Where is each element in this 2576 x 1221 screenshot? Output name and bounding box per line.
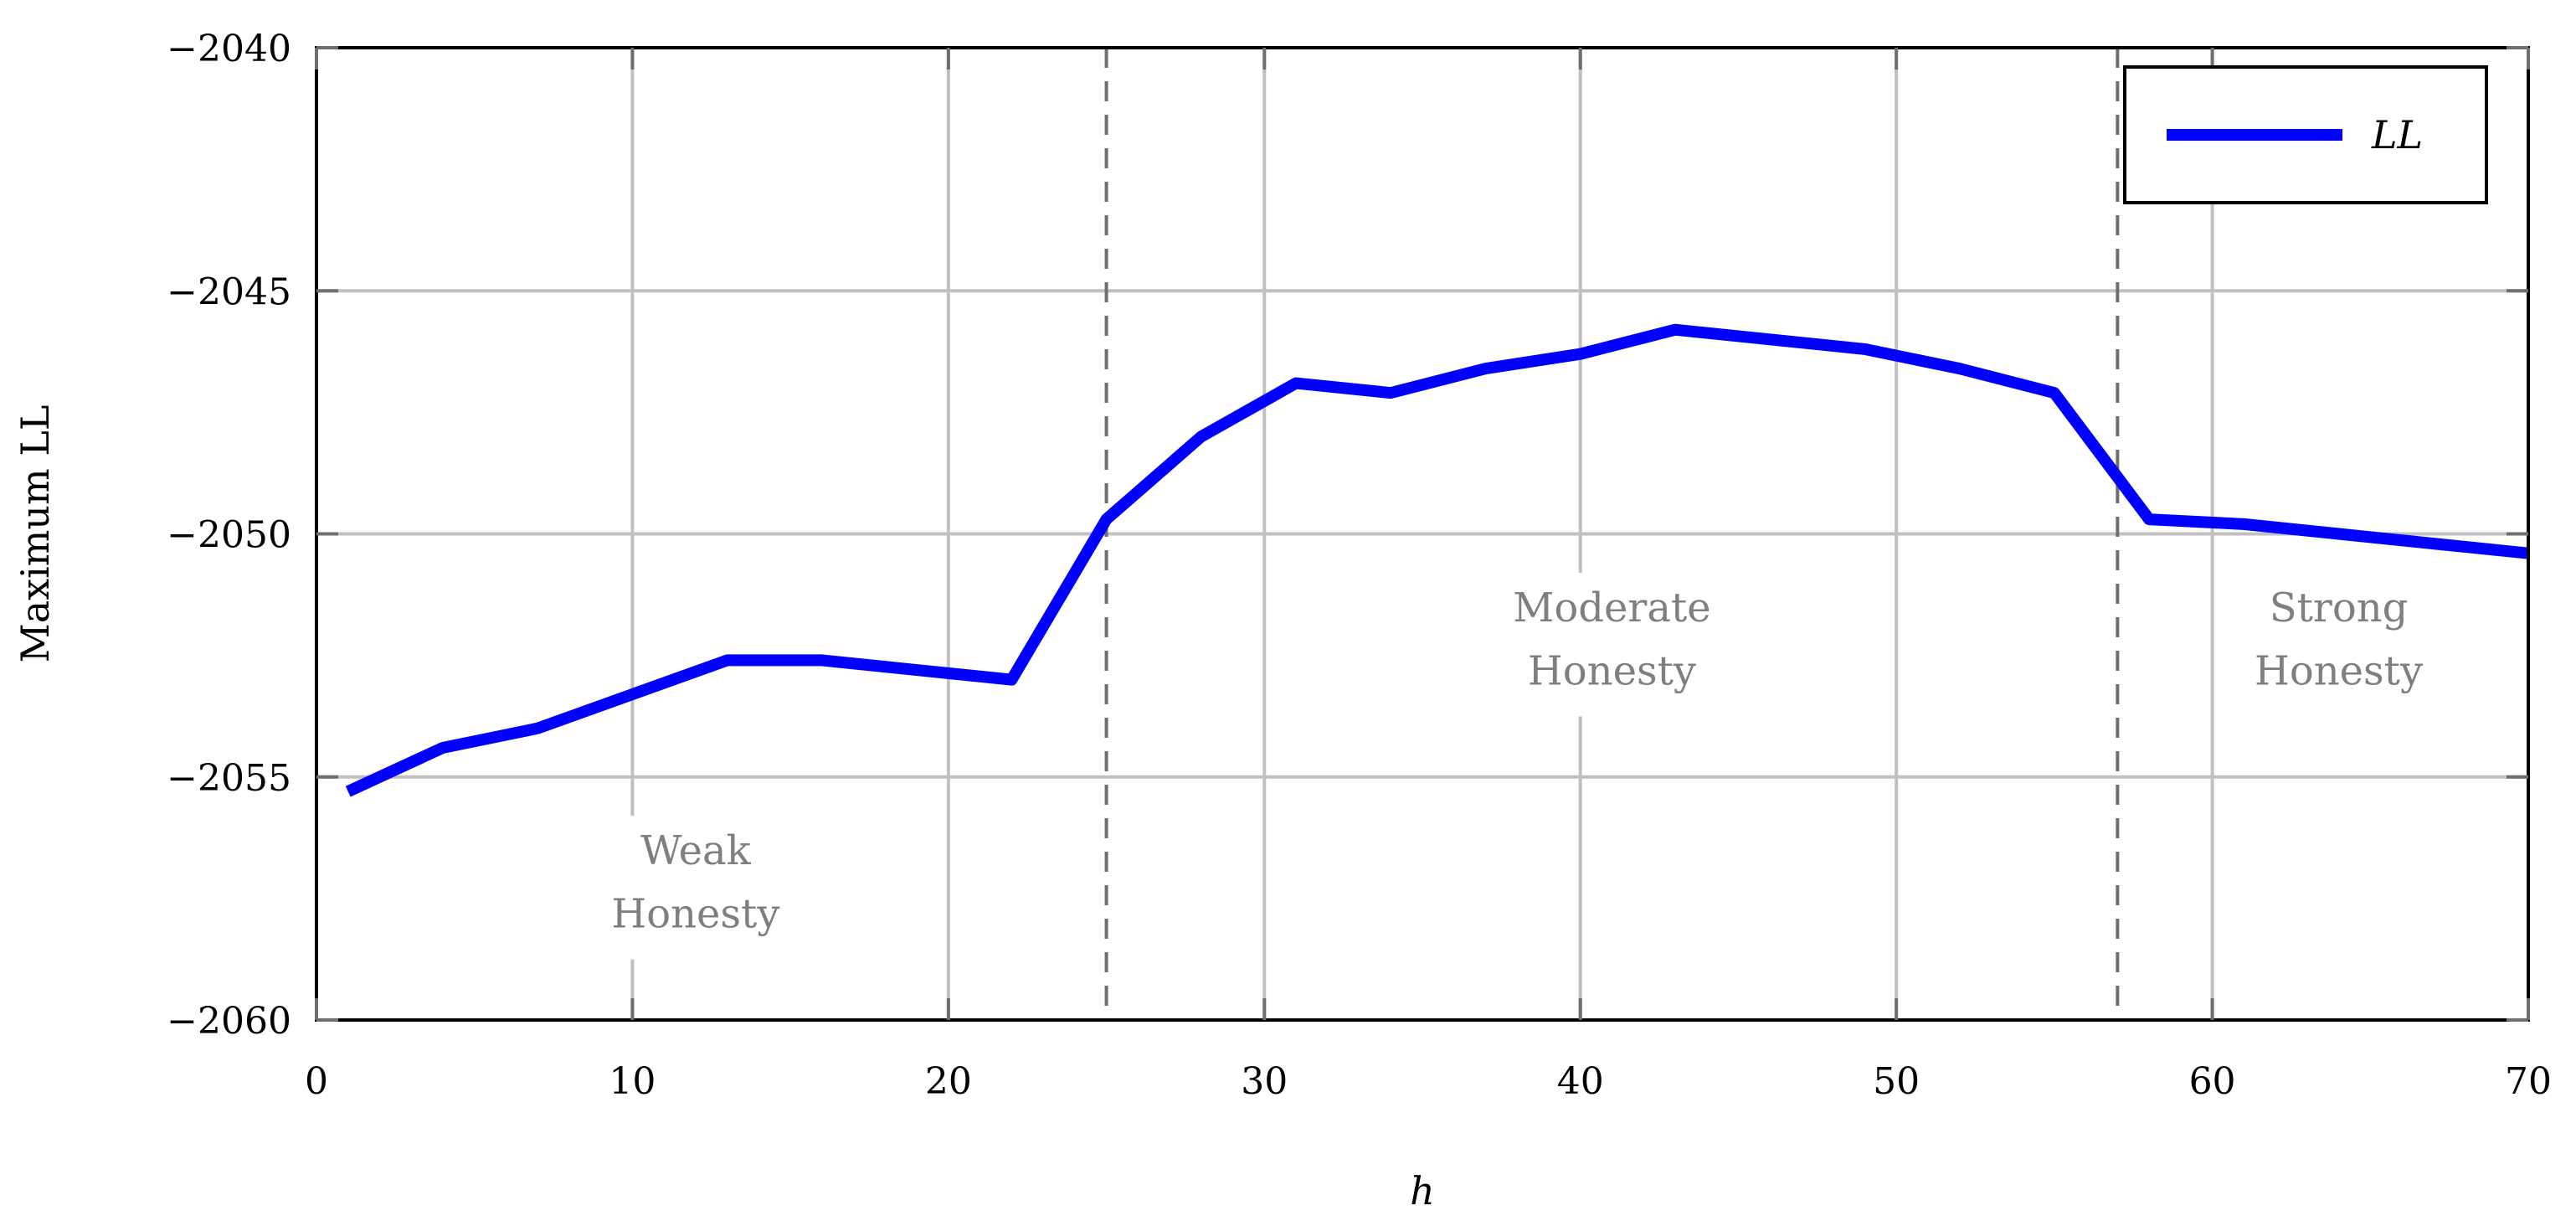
data-point-0-12 [1484, 368, 1486, 369]
x-tick-label-6: 60 [2189, 1060, 2236, 1103]
data-point-0-13 [1580, 353, 1581, 355]
region-boundaries [1104, 48, 2120, 1020]
x-tick-label-2: 20 [925, 1060, 972, 1103]
legend-label-0: LL [2371, 112, 2423, 157]
axis-ticks [315, 46, 2530, 1022]
data-point-0-21 [2338, 533, 2340, 534]
data-point-0-2 [537, 728, 538, 729]
data-point-0-6 [916, 669, 918, 671]
data-point-0-14 [1674, 329, 1676, 331]
data-point-0-3 [631, 693, 633, 695]
data-point-0-0 [347, 791, 349, 792]
x-tick-label-5: 50 [1873, 1060, 1920, 1103]
region-label-bg-2 [2234, 572, 2444, 717]
data-point-0-5 [821, 659, 823, 661]
region-label-line1-0: Weak [640, 827, 751, 874]
data-point-0-17 [1959, 368, 1961, 369]
region-label-bg-1 [1494, 572, 1730, 717]
x-tick-label-1: 10 [609, 1060, 656, 1103]
y-tick-label-0: −2040 [167, 28, 291, 70]
x-tick-label-0: 0 [305, 1060, 328, 1103]
region-label-line1-2: Strong [2270, 585, 2409, 631]
y-axis-label: Maximum LL [13, 405, 58, 663]
region-label-bg-0 [590, 816, 800, 960]
tick-labels: 0 10 20 30 40 50 60 70 −2040 −2045 −2050 −2055 −2060 [167, 28, 2552, 1103]
data-point-0-19 [2148, 518, 2150, 520]
data-point-0-1 [442, 747, 444, 749]
region-label-line2-1: Honesty [1528, 647, 1696, 694]
grid [316, 48, 2528, 1020]
legend: LL [2123, 65, 2488, 204]
series-group [345, 323, 2529, 797]
series-line-0 [345, 323, 2529, 797]
data-point-0-8 [1106, 518, 1108, 520]
region-label-line1-1: Moderate [1513, 585, 1710, 631]
y-tick-label-3: −2055 [167, 757, 291, 800]
data-point-0-7 [1010, 679, 1012, 681]
y-tick-label-4: −2060 [167, 1000, 291, 1043]
region-label-line2-2: Honesty [2255, 647, 2423, 694]
data-point-0-16 [1864, 348, 1865, 350]
region-labels: Weak Honesty Moderate Honesty Strong Honesty [590, 572, 2444, 960]
y-tick-label-2: −2050 [167, 514, 291, 557]
region-label-line2-0: Honesty [611, 891, 779, 938]
x-axis-label: h [1410, 1168, 1435, 1213]
data-point-0-4 [727, 659, 728, 661]
y-tick-label-1: −2045 [167, 270, 291, 313]
x-tick-label-7: 70 [2505, 1060, 2552, 1103]
data-point-0-15 [1769, 338, 1771, 340]
data-point-0-10 [1295, 383, 1297, 384]
x-tick-label-3: 30 [1241, 1060, 1288, 1103]
x-tick-label-4: 40 [1557, 1060, 1604, 1103]
